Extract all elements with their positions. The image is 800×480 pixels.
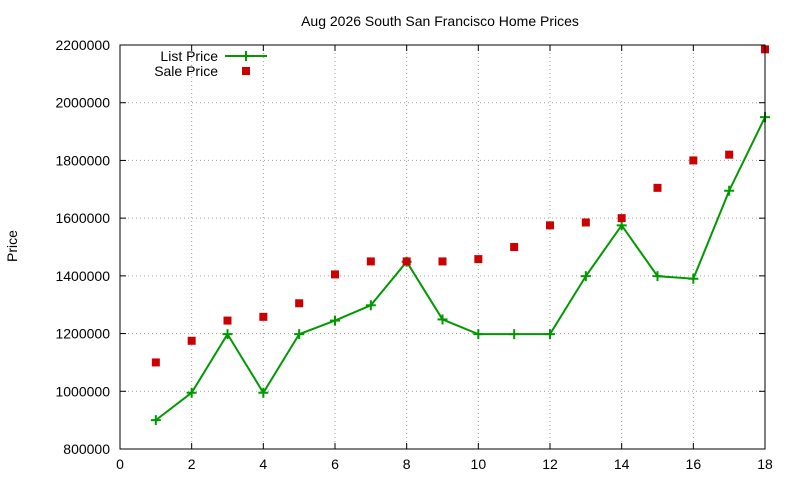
x-tick-label: 16	[686, 456, 702, 472]
data-point	[258, 387, 269, 398]
y-tick-label: 800000	[63, 441, 110, 457]
data-point	[294, 329, 305, 340]
x-tick-label: 14	[614, 456, 630, 472]
series-1	[151, 45, 769, 367]
legend-marker	[241, 51, 251, 61]
data-point	[187, 336, 196, 345]
y-tick-label: 2000000	[55, 95, 110, 111]
legend-entry: List Price	[160, 48, 267, 64]
x-tick-label: 12	[542, 456, 558, 472]
x-tick-label: 0	[116, 456, 124, 472]
data-point	[688, 273, 699, 284]
series-line	[155, 116, 766, 421]
data-point	[365, 300, 376, 311]
series-0	[150, 112, 770, 426]
data-point	[151, 358, 160, 367]
data-point	[653, 183, 662, 192]
data-point	[546, 221, 554, 230]
x-tick-label: 6	[331, 456, 339, 472]
y-tick-label: 1800000	[55, 152, 110, 168]
data-point	[437, 314, 448, 325]
series-group	[150, 45, 770, 426]
legend-label: List Price	[160, 48, 218, 64]
plot-border	[119, 44, 766, 450]
data-point	[438, 257, 447, 266]
grid	[120, 45, 765, 449]
data-point	[150, 415, 161, 426]
y-tick-label: 1400000	[55, 268, 110, 284]
y-tick-label: 2200000	[55, 37, 110, 53]
data-point	[331, 270, 339, 279]
x-tick-label: 4	[259, 456, 267, 472]
legend-marker	[242, 67, 250, 75]
data-point	[473, 329, 484, 340]
axis-ticks: 0 2 4 6 8 10 12 14 16 18 800000 1000000 1200000 14000…	[55, 37, 773, 472]
data-point	[330, 315, 340, 326]
data-point	[510, 243, 519, 251]
data-point	[295, 299, 304, 308]
data-point	[545, 329, 555, 340]
y-tick-label: 1000000	[55, 383, 110, 399]
data-point	[617, 214, 626, 223]
data-point	[689, 156, 698, 165]
data-point	[724, 185, 735, 196]
chart-title: Aug 2026 South San Francisco Home Prices	[301, 13, 579, 29]
x-tick-label: 8	[403, 456, 411, 472]
data-point	[509, 329, 520, 340]
legend-entry: Sale Price	[154, 63, 250, 79]
data-point	[186, 387, 197, 398]
x-tick-label: 2	[188, 456, 196, 472]
data-point	[366, 257, 375, 266]
data-point	[259, 312, 268, 321]
x-tick-label: 18	[757, 456, 773, 472]
data-point	[402, 257, 411, 266]
y-tick-label: 1600000	[55, 210, 110, 226]
data-point	[474, 255, 483, 264]
x-tick-label: 10	[471, 456, 487, 472]
data-point	[725, 150, 734, 159]
data-point	[581, 218, 590, 227]
data-point	[222, 329, 233, 340]
data-point	[580, 271, 591, 282]
y-axis-label: Price	[4, 230, 20, 262]
data-point	[223, 316, 232, 325]
y-tick-label: 1200000	[55, 326, 110, 342]
legend-label: Sale Price	[154, 63, 218, 79]
data-point	[652, 271, 663, 282]
